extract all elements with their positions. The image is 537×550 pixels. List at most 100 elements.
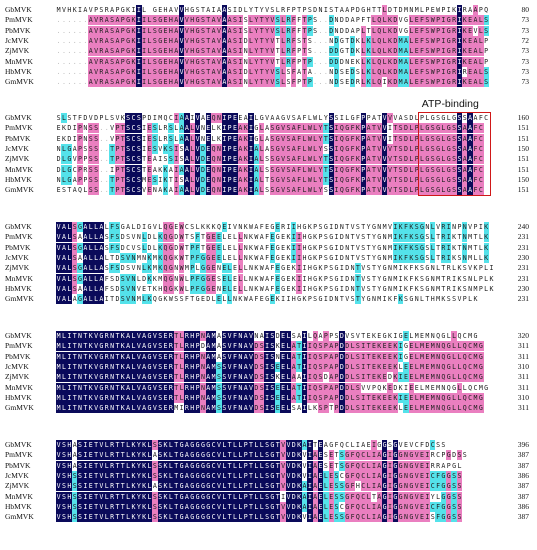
alignment-row: MnMVK M L I T N T K V G R N T K A L V A G V S E R T L R H P N A M S S V F N… [0, 382, 537, 393]
alignment-row: HbMVK ...... A V R A S A P G K I I L S G E H A V V H G S T A V A A S I… [0, 66, 537, 77]
sequence-name: PmMVK [5, 341, 33, 351]
sequence-name: HbMVK [5, 392, 32, 402]
residue-end-number: 310 [517, 361, 529, 371]
sequence-name: JcMVK [5, 470, 29, 480]
residue-end-number: 231 [517, 242, 529, 252]
residue-end-number: 231 [517, 263, 529, 273]
alignment-row: GmMVK M L I T N T K V G R N T K A L V A G V S E R M I R H P N A M S S V F N… [0, 403, 537, 414]
residue-end-number: 73 [521, 15, 530, 25]
residue-end-number: 396 [517, 440, 529, 449]
alignment-row: JcMVK N L G A P S S S.. T P T S C S I E S V K S I S A L V D E Q N I P E A… [0, 143, 537, 154]
alignment-row: MnMVK D L G C P R S S.. I P T S C S T E A K K A I A A L V D E Q N I P E A… [0, 164, 537, 175]
residue-end-number: 73 [521, 46, 530, 56]
sequence-name: GbMVK [5, 113, 32, 122]
alignment-row: PmMVK ...... A V R A S A P G K I I L S G E H A V V H G S T A V A A S I… [0, 15, 537, 26]
sequence-name: ZjMVK [5, 372, 30, 382]
residue-end-number: 311 [518, 341, 529, 351]
residue-end-number: 311 [518, 372, 529, 382]
sequence-name: PbMVK [5, 460, 31, 470]
residue-end-number: 230 [517, 252, 529, 262]
sequence-name: PbMVK [5, 351, 31, 361]
residue-end-number: 387 [517, 491, 529, 501]
sequence-name: PbMVK [5, 242, 31, 252]
alignment-row: ZjMVK ...... A V R A S A P G K I I L S G E H A V V H G S T A V A A S I… [0, 46, 537, 57]
alignment-row: GmMVK ...... A V R A S A P G K I I L S G E H A V V H G S T A V A A S I… [0, 77, 537, 88]
residue-end-number: 386 [517, 501, 529, 511]
sequence-name: JcMVK [5, 143, 29, 153]
alignment-row: ZjMVK V S H S S I E T V L R T T L K Y K L A S K L T G A G G G G C V L T L L… [0, 481, 537, 492]
residue-end-number: 311 [518, 403, 529, 413]
residue-end-number: 386 [517, 470, 529, 480]
alignment-row: PbMVK E K D I P N S S.. V P T S C S I E S L R S L A A L V N E L K I P E A… [0, 133, 537, 144]
sequence-name: GmMVK [5, 185, 34, 195]
sequence-name: GmMVK [5, 77, 34, 87]
residue-end-number: 310 [517, 392, 529, 402]
alignment-row: PmMVK E K D I P N S S.. V P T S C S I E S L R S L A A L V N E L K I P E A… [0, 123, 537, 134]
alignment-row: HbMVK V S H S S I E T V L R T T L K Y K L S S K L T G A G G G G C V L T L L… [0, 501, 537, 512]
residue-end-number: 80 [521, 5, 530, 14]
alignment-row: GbMVK S L S T F D V D P L S V K S C S P D I M Q C I A A I V A E Q N I P E E… [0, 113, 537, 123]
residue-end-number: 73 [521, 56, 530, 66]
alignment-row: JcMVK V S H S S I E T V L R T T L K Y K L S S K L T G A G G G G C V L T L L… [0, 470, 537, 481]
residue-end-number: 151 [517, 133, 529, 143]
sequence-name: PmMVK [5, 450, 33, 460]
sequence-name: ZjMVK [5, 46, 30, 56]
sequence-name: MnMVK [5, 491, 33, 501]
residue-end-number: 311 [518, 351, 529, 361]
residue-end-number: 387 [517, 481, 529, 491]
sequence-name: PbMVK [5, 25, 31, 35]
alignment-row: PbMVK V S H A S I E T V L R T T L K Y K L S S K L T G A G G G G C V L T L L… [0, 460, 537, 471]
residue-end-number: 231 [517, 232, 529, 242]
sequence-name: GbMVK [5, 440, 32, 449]
sequence-name: HbMVK [5, 174, 32, 184]
residue-end-number: 387 [517, 460, 529, 470]
residue-end-number: 150 [517, 174, 529, 184]
alignment-row: ZjMVK M L I T N T K V G R N T K A L V A G V S E R T L R H P N A M S S V F N… [0, 372, 537, 383]
alignment-row: JcMVK ...... A V R A S A P G K I I L S G E H A V V H G S T A V A A S I… [0, 35, 537, 46]
sequence-name: JcMVK [5, 252, 29, 262]
residue-end-number: 151 [517, 185, 529, 195]
alignment-row: PmMVK V A L S A A L L A S F S D S V N L D L K Q G D W T S F T G E E L E L L… [0, 232, 537, 243]
alignment-row: MnMVK V S H S S I E T V L R T T L K Y K L S S K L T G A G G G G C V L T L L… [0, 491, 537, 502]
sequence-name: JcMVK [5, 35, 29, 45]
alignment-row: PmMVK M L I T N T K V G R N T K A L V A G V S E R T L R H P D A M A S V F N… [0, 341, 537, 352]
residue-end-number: 151 [517, 154, 529, 164]
alignment-row: PbMVK M L I T N T K V G R N T K A L V A G V S E R T L R H P N A M A S V F N… [0, 351, 537, 362]
residue-end-number: 73 [521, 25, 530, 35]
alignment-row: GmMVK E S T A Q L S S.. T P T S C S V E N A K A I A A L V D E Q N I P E A… [0, 185, 537, 196]
alignment-row: GbMVK V A L S G A L L A L F S G A L D I G V L Q G E W C S L K K K Q E I V N… [0, 222, 537, 232]
sequence-name: HbMVK [5, 66, 32, 76]
alignment-row: HbMVK N L G A P P S S.. T P T S C S M E S I K T I S A L V D E Q N I P E A… [0, 174, 537, 185]
sequence-name: PmMVK [5, 123, 33, 133]
residue-end-number: 231 [517, 273, 529, 283]
residue-end-number: 72 [521, 35, 530, 45]
